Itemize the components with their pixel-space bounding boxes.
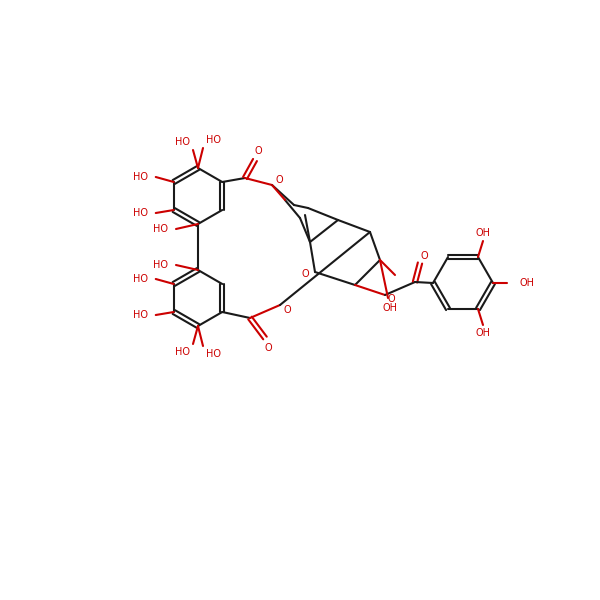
Text: OH: OH [476,228,491,238]
Text: O: O [301,269,309,279]
Text: HO: HO [133,208,148,218]
Text: HO: HO [133,310,148,320]
Text: HO: HO [175,137,190,147]
Text: HO: HO [133,274,148,284]
Text: O: O [283,305,291,315]
Text: OH: OH [519,278,534,288]
Text: OH: OH [383,303,398,313]
Text: HO: HO [206,135,221,145]
Text: O: O [387,294,395,304]
Text: HO: HO [133,172,148,182]
Text: O: O [264,343,272,353]
Text: OH: OH [476,328,491,338]
Text: O: O [275,175,283,185]
Text: HO: HO [153,260,168,270]
Text: HO: HO [175,347,190,357]
Text: HO: HO [153,224,168,234]
Text: O: O [420,251,428,261]
Text: O: O [254,146,262,156]
Text: HO: HO [206,349,221,359]
